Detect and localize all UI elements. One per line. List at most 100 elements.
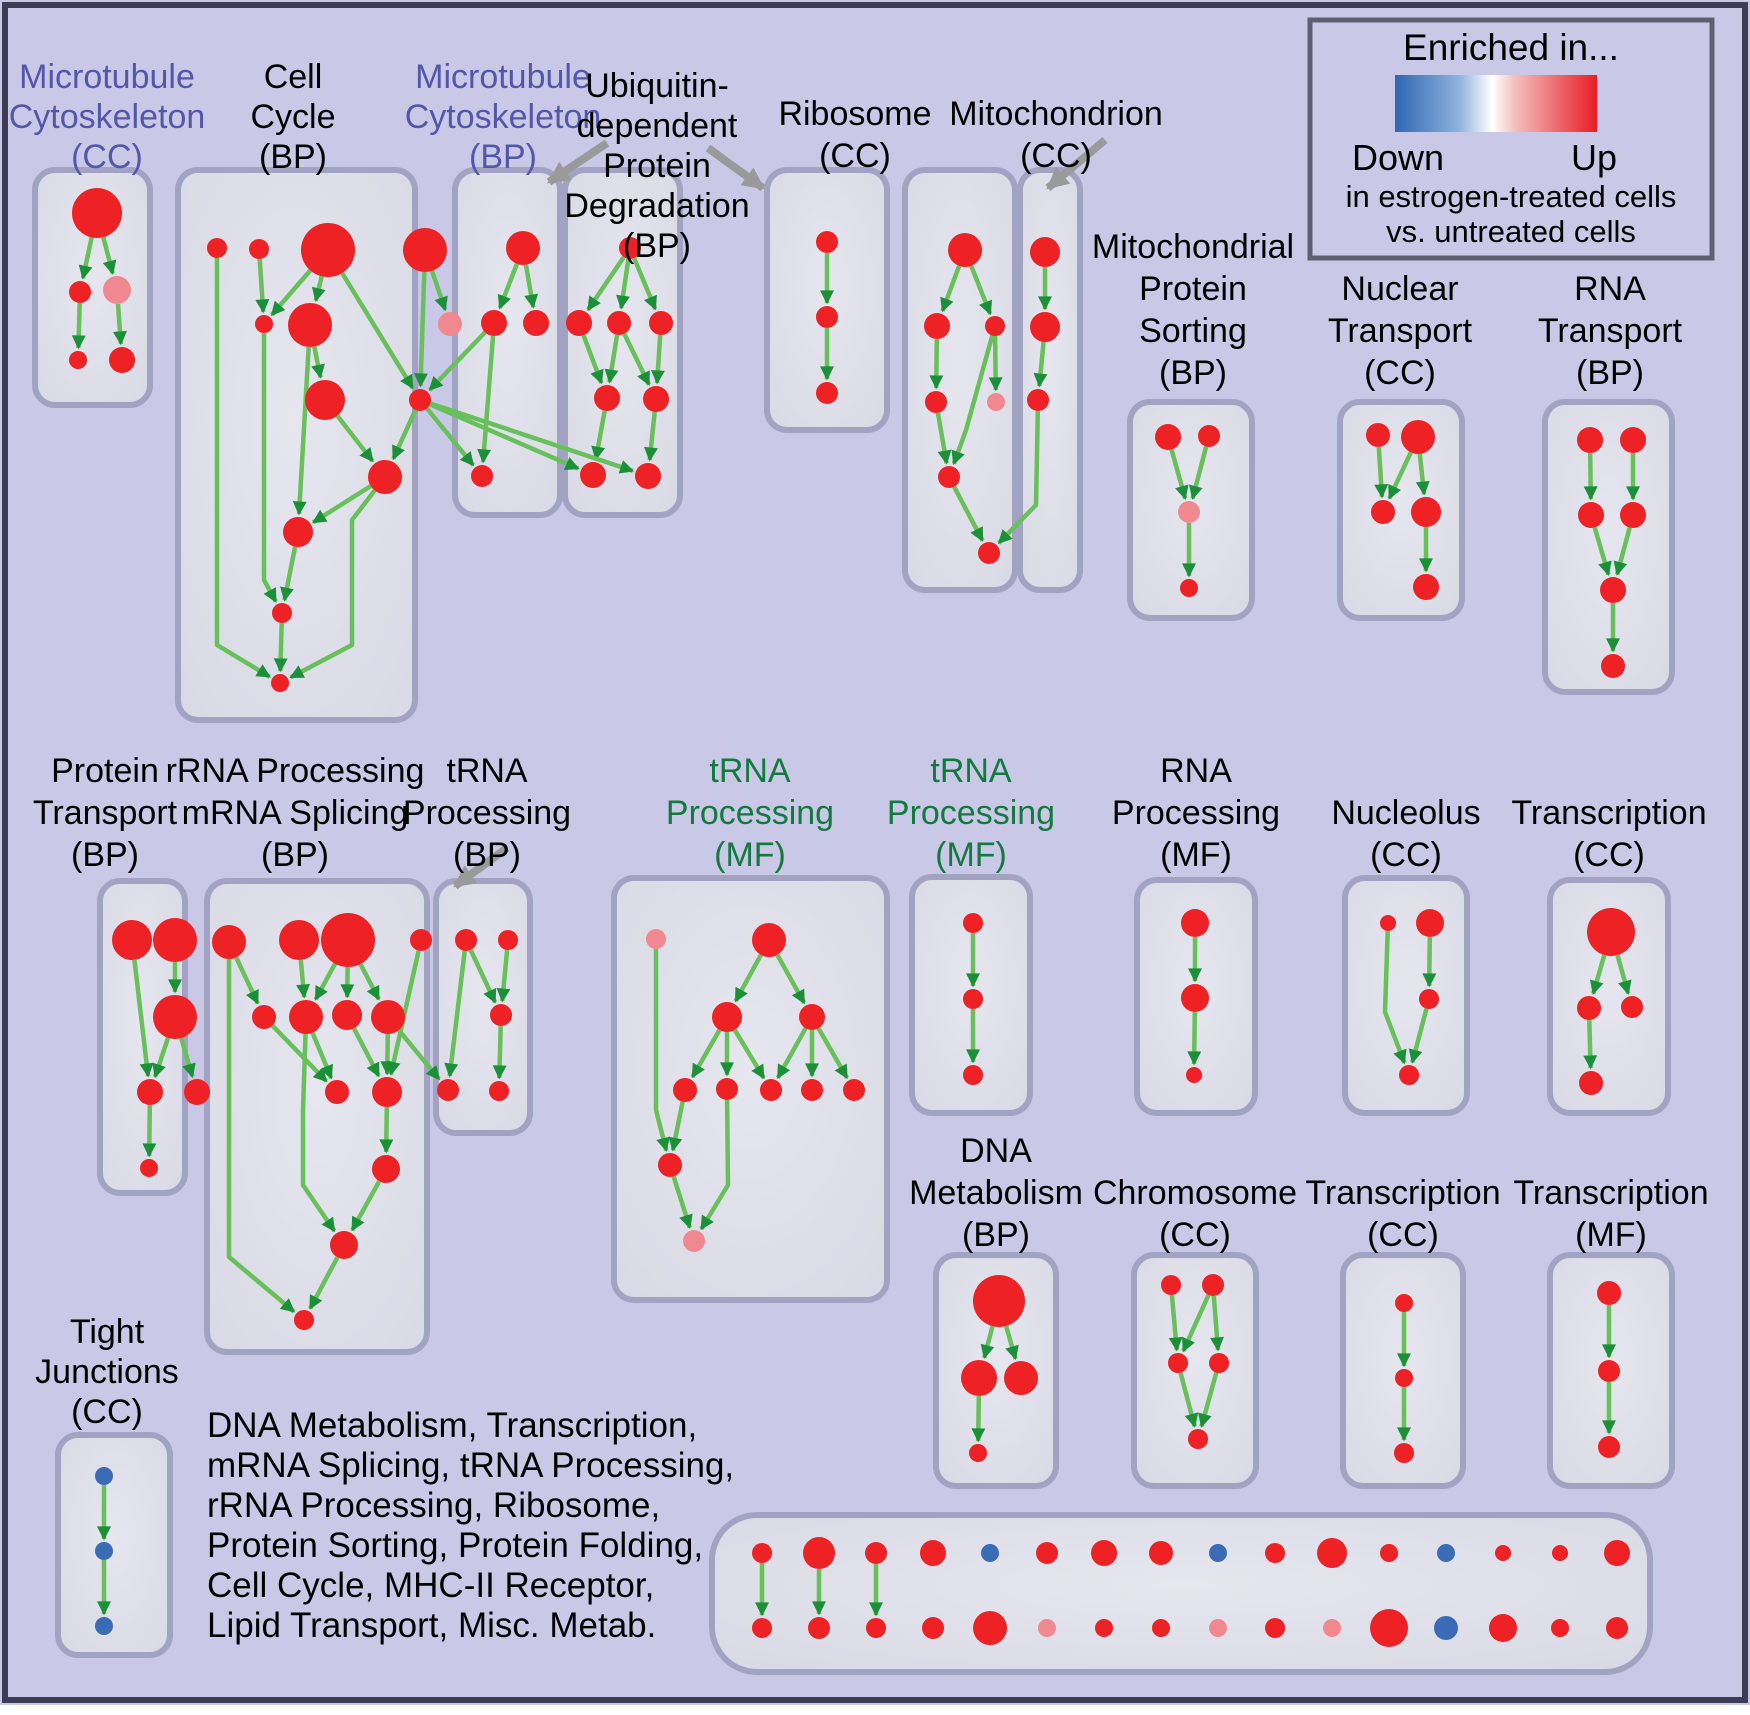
cluster-ch-label: Chromosome (CC) (1093, 1174, 1297, 1254)
go-node-rt4 (1620, 502, 1646, 528)
legend-subtitle-line1: in estrogen-treated cells (1346, 179, 1677, 214)
go-node-tm5 (673, 1078, 697, 1102)
go-node-ch3 (1168, 1353, 1188, 1373)
legend-box (1307, 17, 1715, 261)
go-node-rt3 (1578, 502, 1604, 528)
misc-categories-text-line-3: rRNA Processing, Ribosome, (207, 1486, 660, 1525)
edge-nt2-nt4 (1415, 453, 1430, 496)
cluster-dm-label: DNA Metabolism (BP) (909, 1132, 1083, 1254)
edge-mc3-mc5 (113, 303, 127, 346)
cross-edge-pt3-rx1 (179, 1037, 196, 1078)
go-node-dm1 (973, 1275, 1025, 1327)
edge-tm3-tm7 (732, 1028, 766, 1080)
go-node-ch1 (1161, 1275, 1181, 1295)
edge-rb3-rb6 (951, 334, 995, 466)
go-node-ms1 (1155, 424, 1181, 450)
legend-title: Enriched in... (1403, 27, 1619, 68)
edge-rx2-rx14 (226, 959, 296, 1314)
go-node-t2b (1395, 1369, 1413, 1387)
go-node-rb1 (948, 233, 982, 267)
go-node-ms3 (1178, 501, 1200, 523)
edge-rx3-rx7 (296, 959, 311, 999)
edge-ch3-ch5 (1178, 1372, 1199, 1428)
go-node-cc_k (283, 517, 313, 547)
go-node-mi13t (1437, 1544, 1455, 1562)
cluster-nu-label: Nucleolus (CC) (1331, 794, 1480, 874)
go-node-cc_h (305, 380, 345, 420)
edge-mb1-mb2 (497, 263, 519, 310)
edge-ub4-ub6 (650, 334, 665, 385)
cluster-mt-label: Mitochondrion (CC) (949, 95, 1163, 175)
go-node-t3c (1598, 1436, 1620, 1458)
edge-rb4-rb6 (935, 412, 952, 465)
go-node-cc_c (301, 223, 355, 277)
go-node-mi1t (752, 1543, 772, 1563)
misc-categories-text-line-6: Lipid Transport, Misc. Metab. (207, 1606, 656, 1645)
cluster-rb-label: Ribosome (CC) (778, 95, 931, 175)
go-node-mc4 (69, 351, 87, 369)
go-node-rb5 (987, 393, 1005, 411)
cluster-rt-box (1542, 399, 1675, 695)
edge-rx9-rx11 (380, 1033, 395, 1076)
edge-rx4-rx9 (358, 962, 381, 1001)
go-node-cc_i (409, 389, 431, 411)
edge-rb1-rb2 (940, 265, 962, 313)
go-node-tb5 (489, 1081, 509, 1101)
go-node-rb4 (925, 391, 947, 413)
cross-edge-cc_i-ub8 (429, 401, 635, 474)
go-node-cc_e (255, 315, 273, 333)
go-node-rt1 (1577, 427, 1603, 453)
edge-cc_c-cc_e (270, 268, 313, 317)
edge-cc_f-cc_k (292, 346, 311, 516)
misc-categories-text-line-2: mRNA Splicing, tRNA Processing, (207, 1446, 734, 1485)
edge-cc_l-cc_m (273, 622, 288, 673)
go-node-mc1 (72, 188, 122, 238)
go-node-mb4 (471, 465, 493, 487)
go-node-mt3 (1027, 389, 1049, 411)
cluster-tm-label: tRNA Processing (MF) (666, 752, 834, 874)
go-node-tm3 (712, 1002, 742, 1032)
misc-categories-text-line-5: Cell Cycle, MHC-II Receptor, (207, 1566, 654, 1605)
edge-dm2-dm4 (971, 1395, 986, 1443)
go-node-mc3 (103, 276, 131, 304)
cluster-tj-label: Tight Junctions (CC) (35, 1313, 179, 1431)
edge-nu3-nu4 (1408, 1008, 1429, 1064)
go-node-rp1 (1181, 909, 1209, 937)
cluster-tm-box (611, 875, 890, 1303)
go-node-mi5b (973, 1611, 1007, 1645)
edge-tb1-tb3 (468, 949, 498, 1004)
label-pointer-arrow-2 (705, 144, 766, 192)
edge-mc1-mc3 (101, 236, 117, 275)
go-node-rt5 (1600, 577, 1626, 603)
edge-rx2-rx6 (234, 956, 260, 1005)
go-node-mi12t (1380, 1544, 1398, 1562)
edge-rb1-rb3 (969, 264, 993, 316)
go-node-rx14 (294, 1310, 314, 1330)
edge-ub3-ub6 (622, 332, 652, 386)
cluster-mb-label: Microtubule Cytoskeleton (BP) (405, 58, 602, 176)
go-node-mi6t (1036, 1542, 1058, 1564)
cluster-mc-box (32, 167, 153, 408)
go-node-nt5 (1413, 574, 1439, 600)
edge-rx11-rx12 (379, 1106, 394, 1154)
cross-edge-cc_i-mb4 (425, 407, 475, 467)
edge-cc_d-cc_i (413, 271, 428, 388)
edge-cc_c-cc_f (311, 275, 326, 303)
go-node-rx8 (332, 1000, 362, 1030)
edge-ch4-ch5 (1198, 1372, 1219, 1428)
go-node-rx1 (184, 1079, 210, 1105)
cluster-nt-label: Nuclear Transport (CC) (1328, 270, 1473, 392)
edge-cc_h-cc_j (335, 414, 375, 463)
edge-rx4-rx7 (313, 962, 338, 1001)
edge-tm1-tm10 (653, 949, 670, 1152)
go-node-us1 (816, 231, 838, 253)
go-node-pt4 (137, 1079, 163, 1105)
edge-cc_e-cc_l (261, 333, 278, 603)
edge-tm2-tm4 (775, 953, 807, 1005)
go-node-mi7b (1095, 1619, 1113, 1637)
edge-ch2-ch3 (1181, 1294, 1211, 1353)
go-node-ub3 (607, 311, 631, 335)
cluster-t1-label: Transcription (CC) (1511, 794, 1706, 874)
